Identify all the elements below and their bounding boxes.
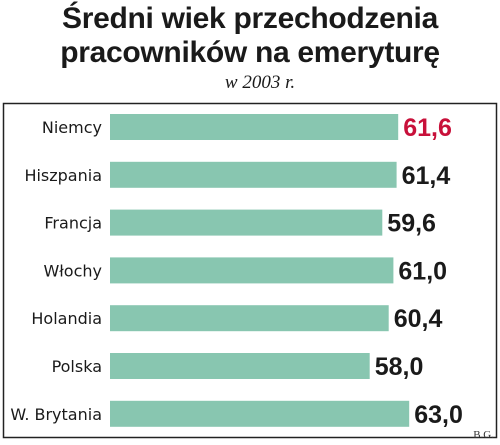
category-label: Włochy: [43, 261, 102, 280]
category-label: Francja: [44, 214, 102, 233]
bar-4: [110, 257, 394, 284]
chart-title-line-1: Średni wiek przechodzenia: [62, 2, 438, 35]
category-label: Polska: [52, 357, 102, 376]
value-label: 61,0: [398, 257, 447, 285]
value-label: 60,4: [394, 305, 443, 333]
category-label: Holandia: [31, 309, 102, 328]
bar-5: [110, 305, 389, 332]
value-label: 61,4: [402, 162, 451, 190]
bar-7: [110, 400, 410, 427]
category-label: Niemcy: [42, 118, 102, 137]
chart-title: Średni wiek przechodzenia pracowników na…: [0, 2, 500, 70]
value-label: 63,0: [414, 401, 463, 429]
value-label: 59,6: [387, 210, 436, 238]
value-label: 61,6: [403, 114, 452, 142]
chart-frame: [2, 102, 498, 439]
bar-6: [110, 353, 370, 379]
bar-3: [110, 209, 383, 236]
bar-1: [110, 114, 399, 140]
chart-subtitle: w 2003 r.: [224, 72, 296, 93]
author-credit: B.G.: [473, 429, 494, 441]
chart-title-line-2: pracowników na emeryturę: [60, 36, 440, 69]
bar-2: [110, 161, 397, 188]
value-label: 58,0: [375, 353, 424, 381]
category-label: W. Brytania: [10, 405, 102, 424]
category-label: Hiszpania: [24, 166, 102, 185]
